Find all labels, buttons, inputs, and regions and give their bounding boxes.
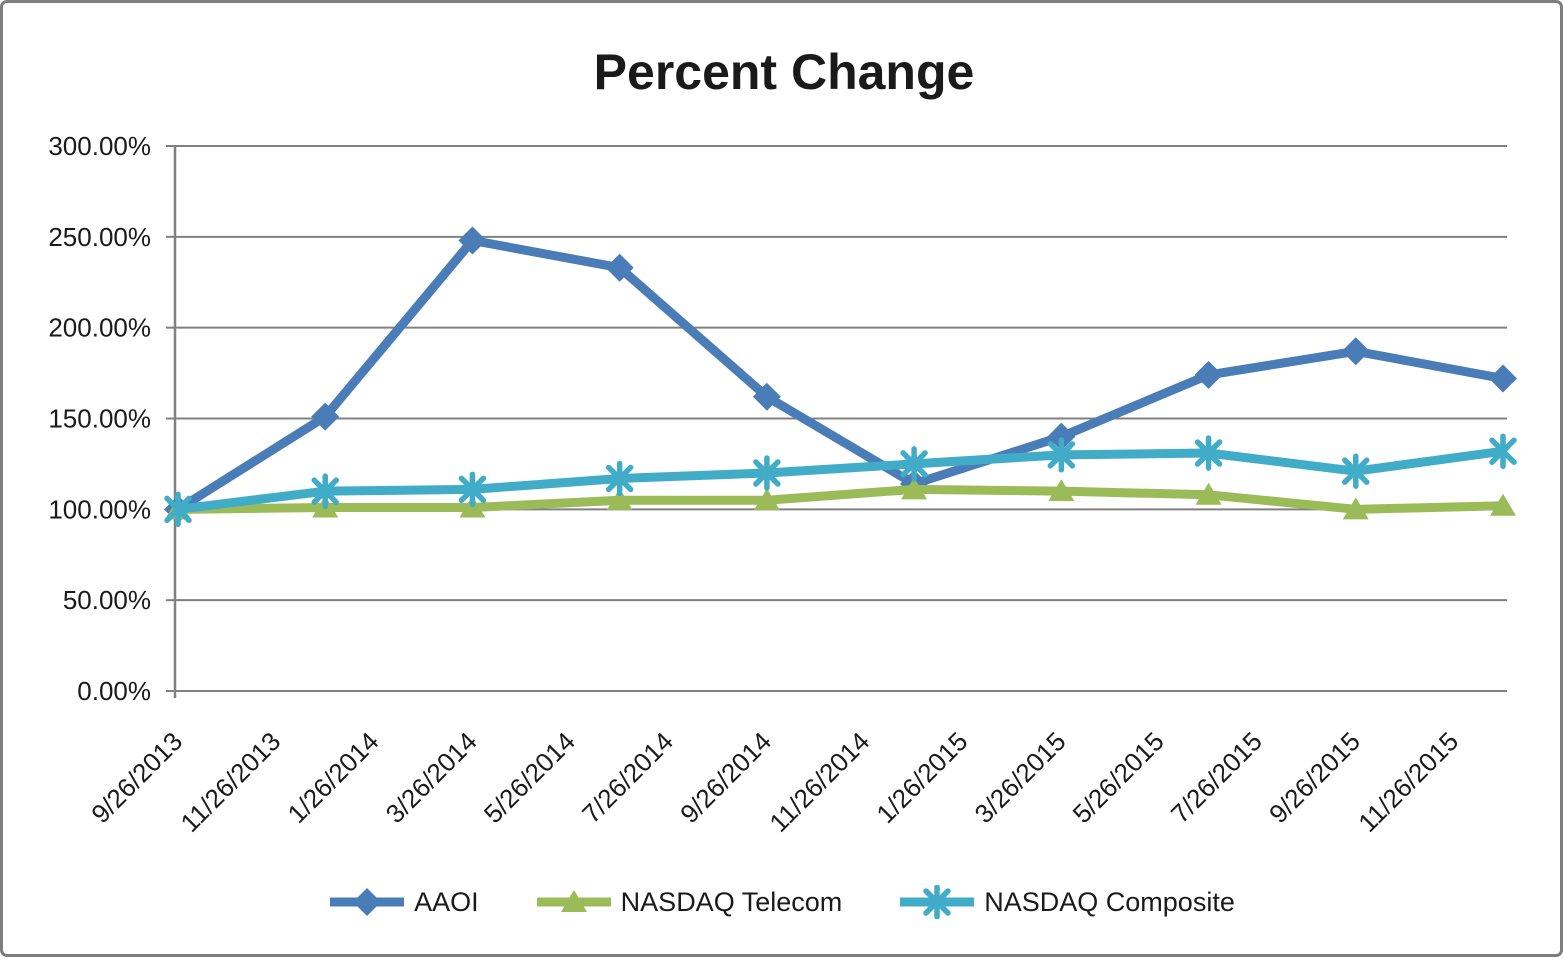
legend: AAOI NASDAQ Telecom NASDAQ Composite [3,885,1560,919]
y-axis-tick-label: 300.00% [48,131,151,161]
legend-label-nasdaq-telecom: NASDAQ Telecom [620,886,843,917]
x-axis-tick-label: 7/26/2015 [1165,726,1268,829]
marker-aaoi [1194,360,1223,389]
marker-aaoi [458,226,487,255]
marker-nasdaq-composite [1342,453,1370,489]
marker-nasdaq-composite-arm [1047,441,1076,469]
y-axis-tick-label: 250.00% [48,222,151,252]
legend-marker-nasdaq-telecom [560,890,587,912]
marker-nasdaq-telecom [606,488,633,511]
x-axis-tick-label: 1/26/2015 [870,726,973,829]
legend-swatch-aaoi [330,888,405,916]
chart-title: Percent Change [594,44,975,100]
series-line-nasdaq-composite [173,446,1508,514]
marker-aaoi [311,402,340,431]
marker-aaoi [1489,364,1517,393]
marker-nasdaq-telecom [1490,493,1516,516]
y-axis-tick-label: 0.00% [77,676,151,706]
x-axis-tick-label: 11/26/2015 [1352,726,1464,838]
x-axis-tick-label: 3/26/2015 [969,726,1072,829]
legend-label-nasdaq-composite: NASDAQ Composite [984,886,1235,917]
marker-nasdaq-composite-arm [1194,439,1223,467]
legend-marker-nasdaq-composite [923,885,951,919]
marker-aaoi [1047,422,1076,451]
x-axis-tick-label: 5/26/2015 [1067,726,1170,829]
marker-nasdaq-composite [1489,433,1517,469]
marker-nasdaq-telecom [753,488,780,511]
x-axis-tick-label: 5/26/2014 [478,726,581,829]
y-axis-tick-label: 50.00% [63,585,151,615]
x-axis-tick-label: 1/26/2014 [282,726,385,829]
marker-aaoi [1341,337,1370,366]
legend-swatch-nasdaq-telecom [536,890,611,912]
marker-nasdaq-telecom [901,477,928,500]
y-axis-tick-label: 150.00% [48,404,151,434]
legend-marker-aaoi [353,888,382,916]
marker-nasdaq-telecom [1342,497,1369,520]
marker-aaoi [605,253,634,282]
legend-item-aaoi: AAOI [328,885,479,919]
marker-nasdaq-composite-arm [458,475,487,504]
x-axis-tick-label: 11/26/2013 [175,726,287,838]
marker-nasdaq-composite [164,491,192,528]
marker-aaoi [752,382,781,411]
legend-item-nasdaq-composite: NASDAQ Composite [898,885,1235,919]
marker-nasdaq-composite [753,455,781,491]
marker-nasdaq-composite [1047,437,1076,473]
marker-nasdaq-composite [605,460,634,497]
x-axis-tick-label: 9/26/2013 [85,726,188,829]
plot-area: 0.00% 50.00% 100.00% 150.00% 200.00% 250.00% 3… [48,131,1517,838]
marker-nasdaq-composite [311,473,339,509]
x-axis-tick-label: 9/26/2015 [1263,726,1366,829]
x-axis-tick-label: 9/26/2014 [674,726,777,829]
legend-marker-nasdaq-composite-arm [923,888,951,916]
marker-nasdaq-telecom [1195,482,1222,505]
series-line-nasdaq-telecom [173,484,1508,514]
marker-nasdaq-composite-arm [1342,457,1370,485]
marker-nasdaq-composite-arm [164,495,192,524]
legend-item-nasdaq-telecom: NASDAQ Telecom [535,885,843,919]
marker-nasdaq-composite-arm [753,459,781,487]
marker-nasdaq-composite-arm [605,464,634,493]
x-axis-tick-label: 3/26/2014 [380,726,483,829]
legend-label-aaoi: AAOI [414,886,479,917]
marker-nasdaq-composite [900,446,928,482]
x-axis-tick-label: 7/26/2014 [576,726,679,829]
y-axis-tick-label: 200.00% [48,313,151,343]
marker-nasdaq-composite [1194,435,1223,471]
x-axis-tick-label: 11/26/2014 [763,726,875,838]
chart-canvas: Percent Change 0.00% 50.00% 100.00% 150.00%… [48,44,1517,838]
marker-nasdaq-telecom [1048,479,1075,502]
y-axis-tick-label: 100.00% [48,494,151,524]
marker-nasdaq-composite [458,471,487,508]
marker-nasdaq-composite-arm [900,450,928,478]
marker-nasdaq-composite-arm [311,477,339,505]
marker-nasdaq-composite-arm [1489,437,1517,465]
series-line-aaoi [173,235,1508,514]
legend-swatch-nasdaq-composite [900,885,975,919]
